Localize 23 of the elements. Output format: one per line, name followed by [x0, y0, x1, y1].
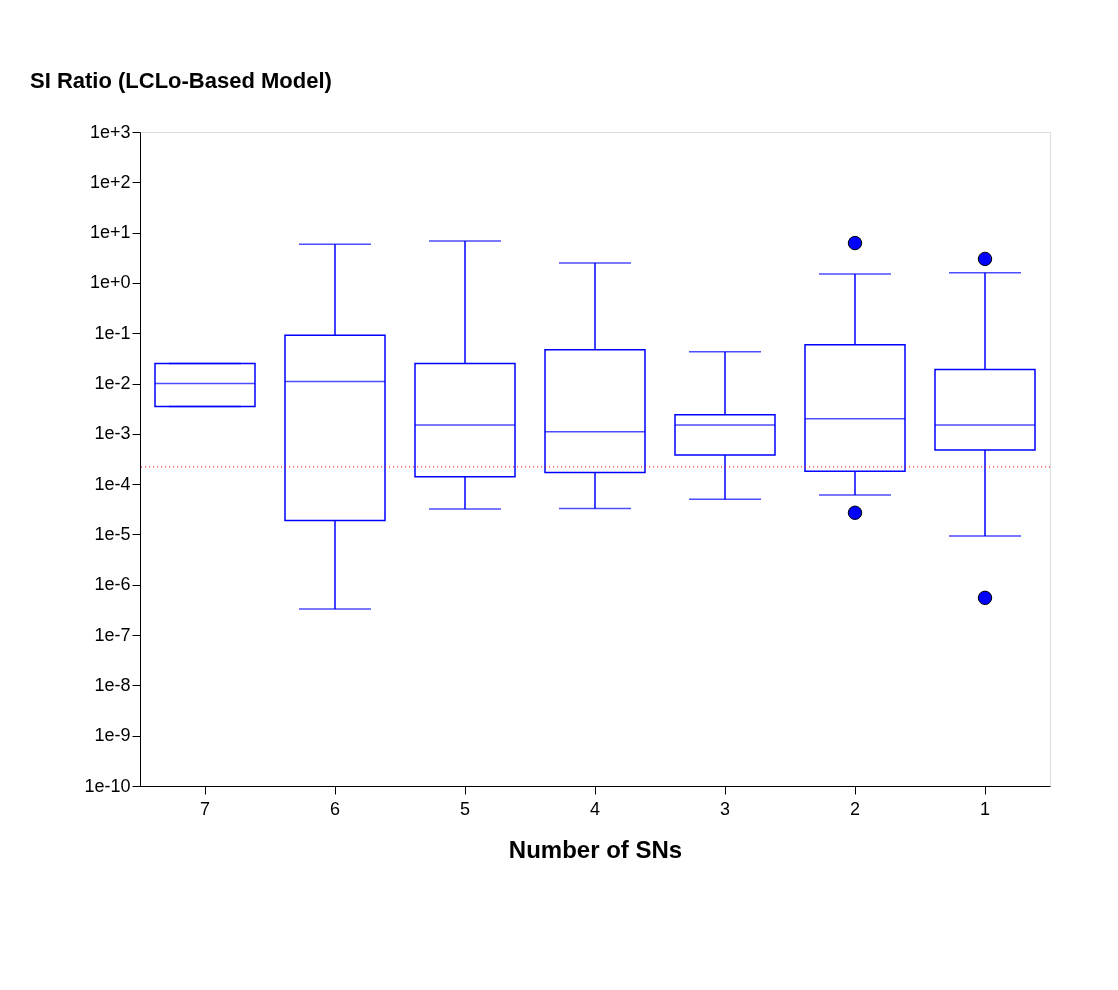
y-tick-label: 1e-5	[94, 523, 131, 544]
x-tick-label: 2	[849, 798, 861, 819]
y-tick-label: 1e+3	[89, 121, 131, 142]
x-tick-label: 1	[979, 798, 991, 819]
y-tick-label: 1e-9	[94, 725, 131, 746]
y-tick-label: 1e-8	[94, 674, 131, 695]
y-tick-label: 1e-6	[94, 574, 131, 595]
x-tick-label: 3	[719, 798, 731, 819]
y-tick-label: 1e-10	[84, 775, 131, 796]
y-tick-label: 1e+2	[89, 171, 131, 192]
y-tick-label: 1e-3	[94, 423, 131, 444]
y-tick-label: 1e-2	[94, 373, 131, 394]
x-tick-label: 4	[589, 798, 601, 819]
x-tick-label: 6	[329, 798, 341, 819]
y-tick-label: 1e-7	[94, 624, 131, 645]
chart-title: SI Ratio (LCLo-Based Model)	[30, 68, 332, 93]
y-tick-label: 1e-1	[94, 322, 131, 343]
y-tick-label: 1e-4	[94, 473, 131, 494]
y-tick-label: 1e+0	[89, 272, 131, 293]
x-tick-label: 5	[459, 798, 471, 819]
x-axis-title: Number of SNs	[508, 835, 683, 863]
y-tick-label: 1e+1	[89, 222, 131, 243]
x-tick-label: 7	[199, 798, 211, 819]
